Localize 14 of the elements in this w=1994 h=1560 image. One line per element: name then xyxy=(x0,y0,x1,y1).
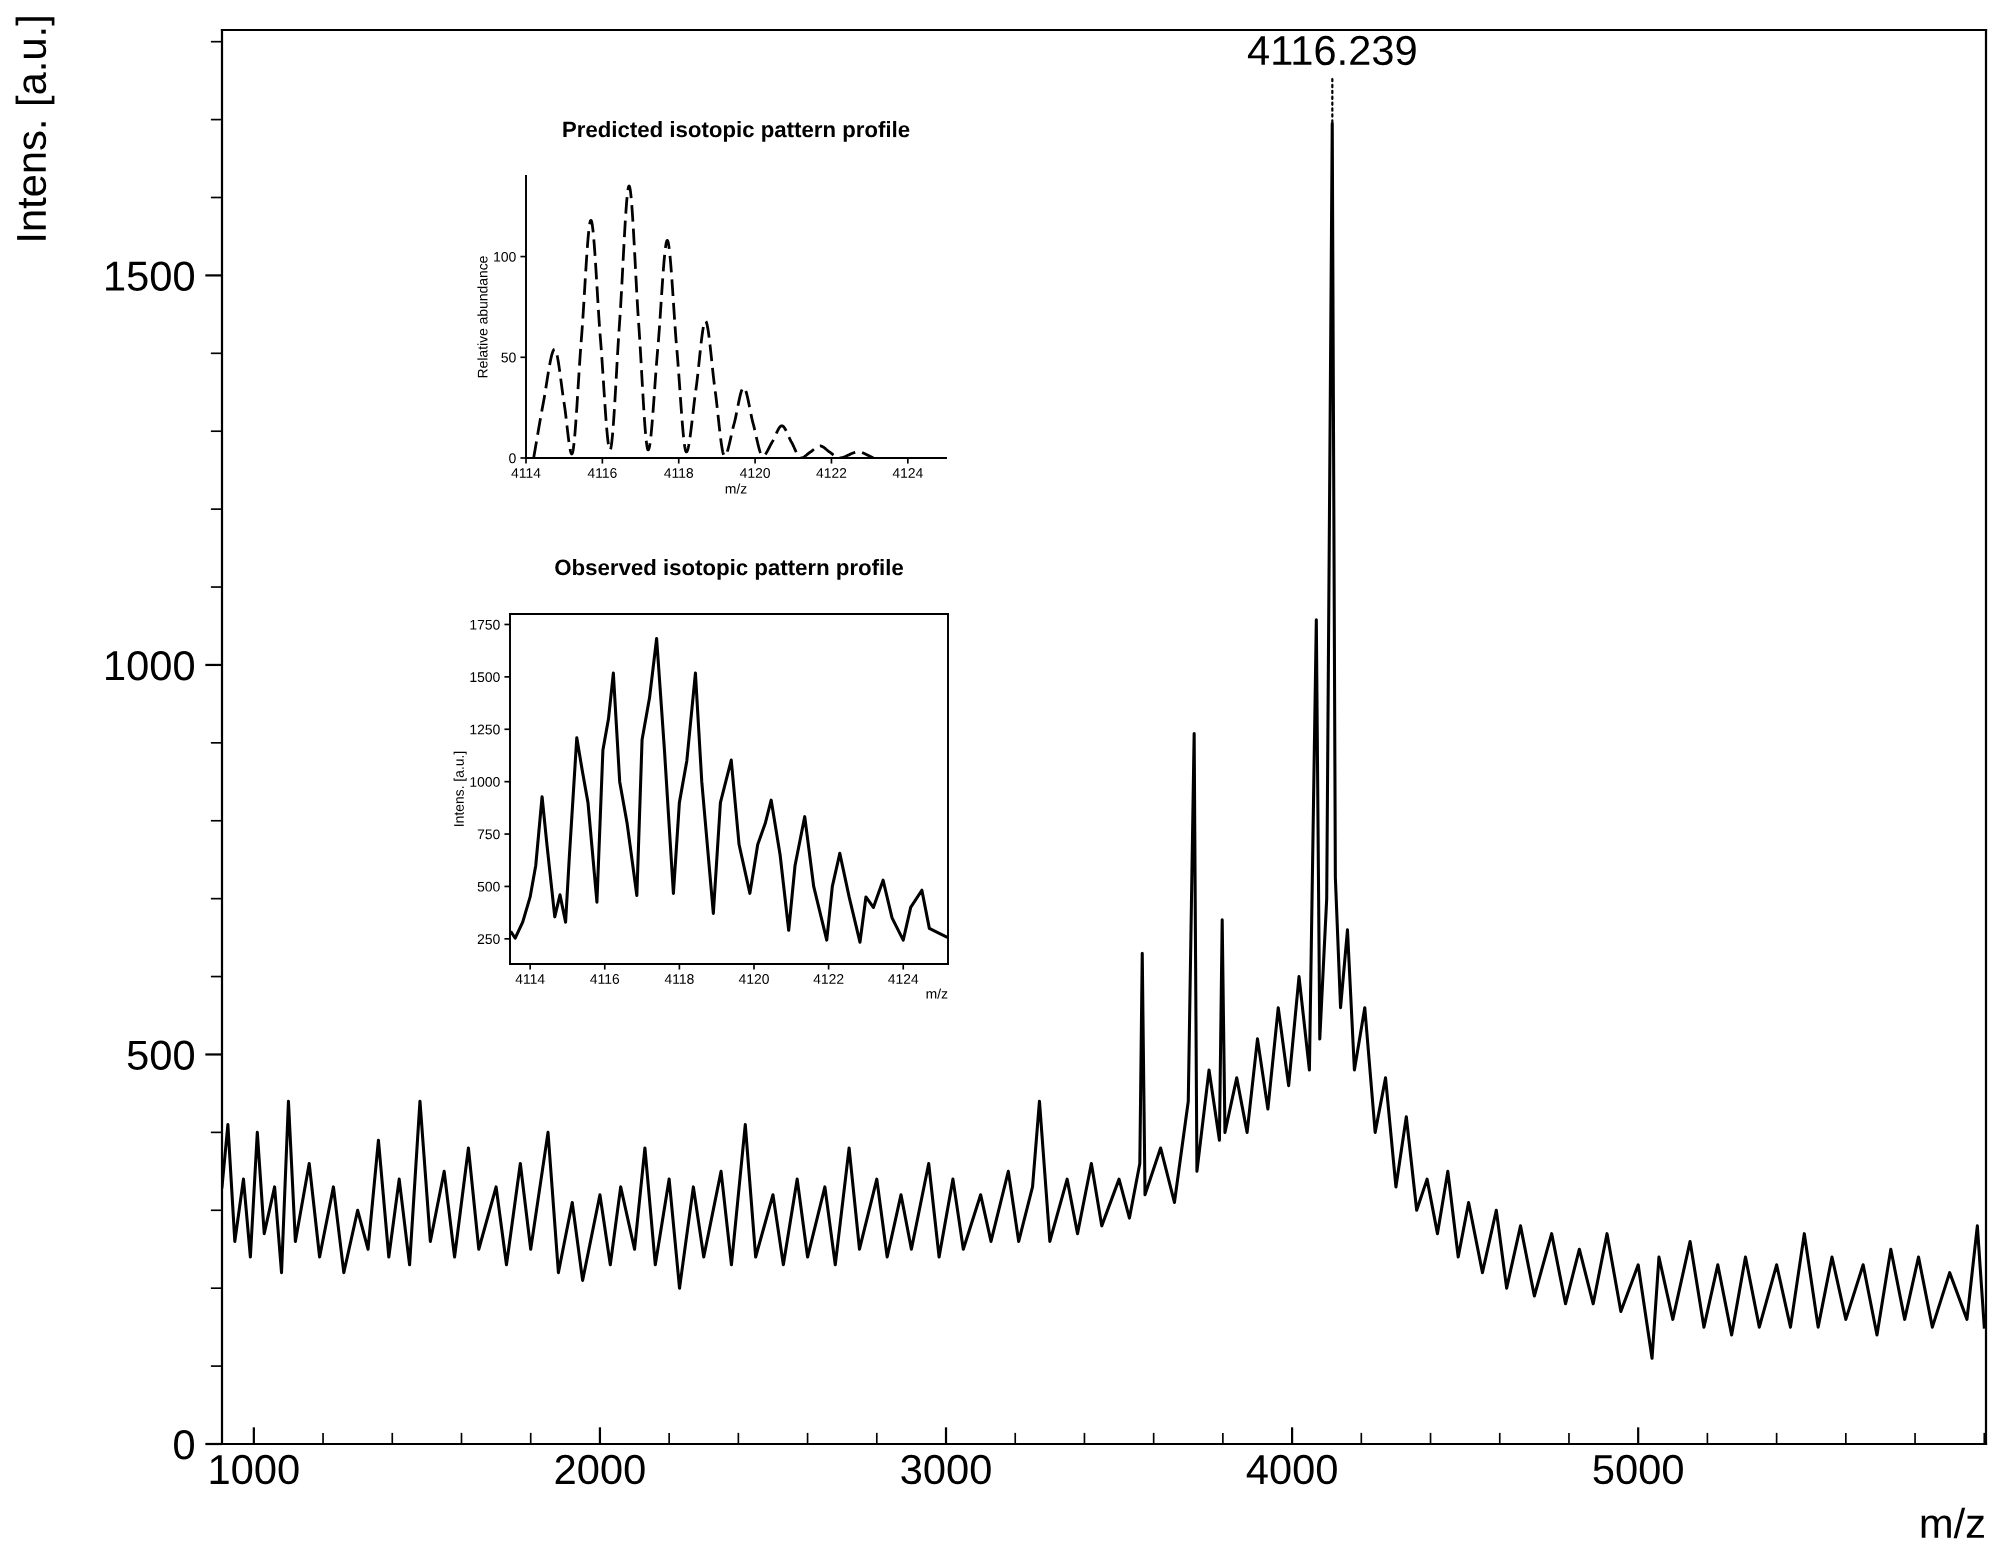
y-tick-label: 500 xyxy=(127,1040,194,1070)
y-tick-label: 0 xyxy=(174,1430,194,1460)
annotation: 4116.239 xyxy=(1247,35,1416,66)
y-axis-title: Intens. [a.u.] xyxy=(15,17,55,240)
chart-title: Observed isotopic pattern profile xyxy=(555,559,903,580)
x-tick-label: 5000 xyxy=(1593,1454,1683,1485)
y-tick-label: 1500 xyxy=(106,261,194,291)
x-tick-label: 2000 xyxy=(555,1454,645,1485)
chart-title: Predicted isotopic pattern profile xyxy=(563,121,910,142)
y-tick-label: 1000 xyxy=(106,650,194,681)
x-tick-label: 3000 xyxy=(901,1454,991,1485)
x-axis-title: m/z xyxy=(1921,1507,1984,1539)
x-tick-label: 1000 xyxy=(210,1454,299,1485)
x-tick-label: 4000 xyxy=(1246,1454,1337,1485)
